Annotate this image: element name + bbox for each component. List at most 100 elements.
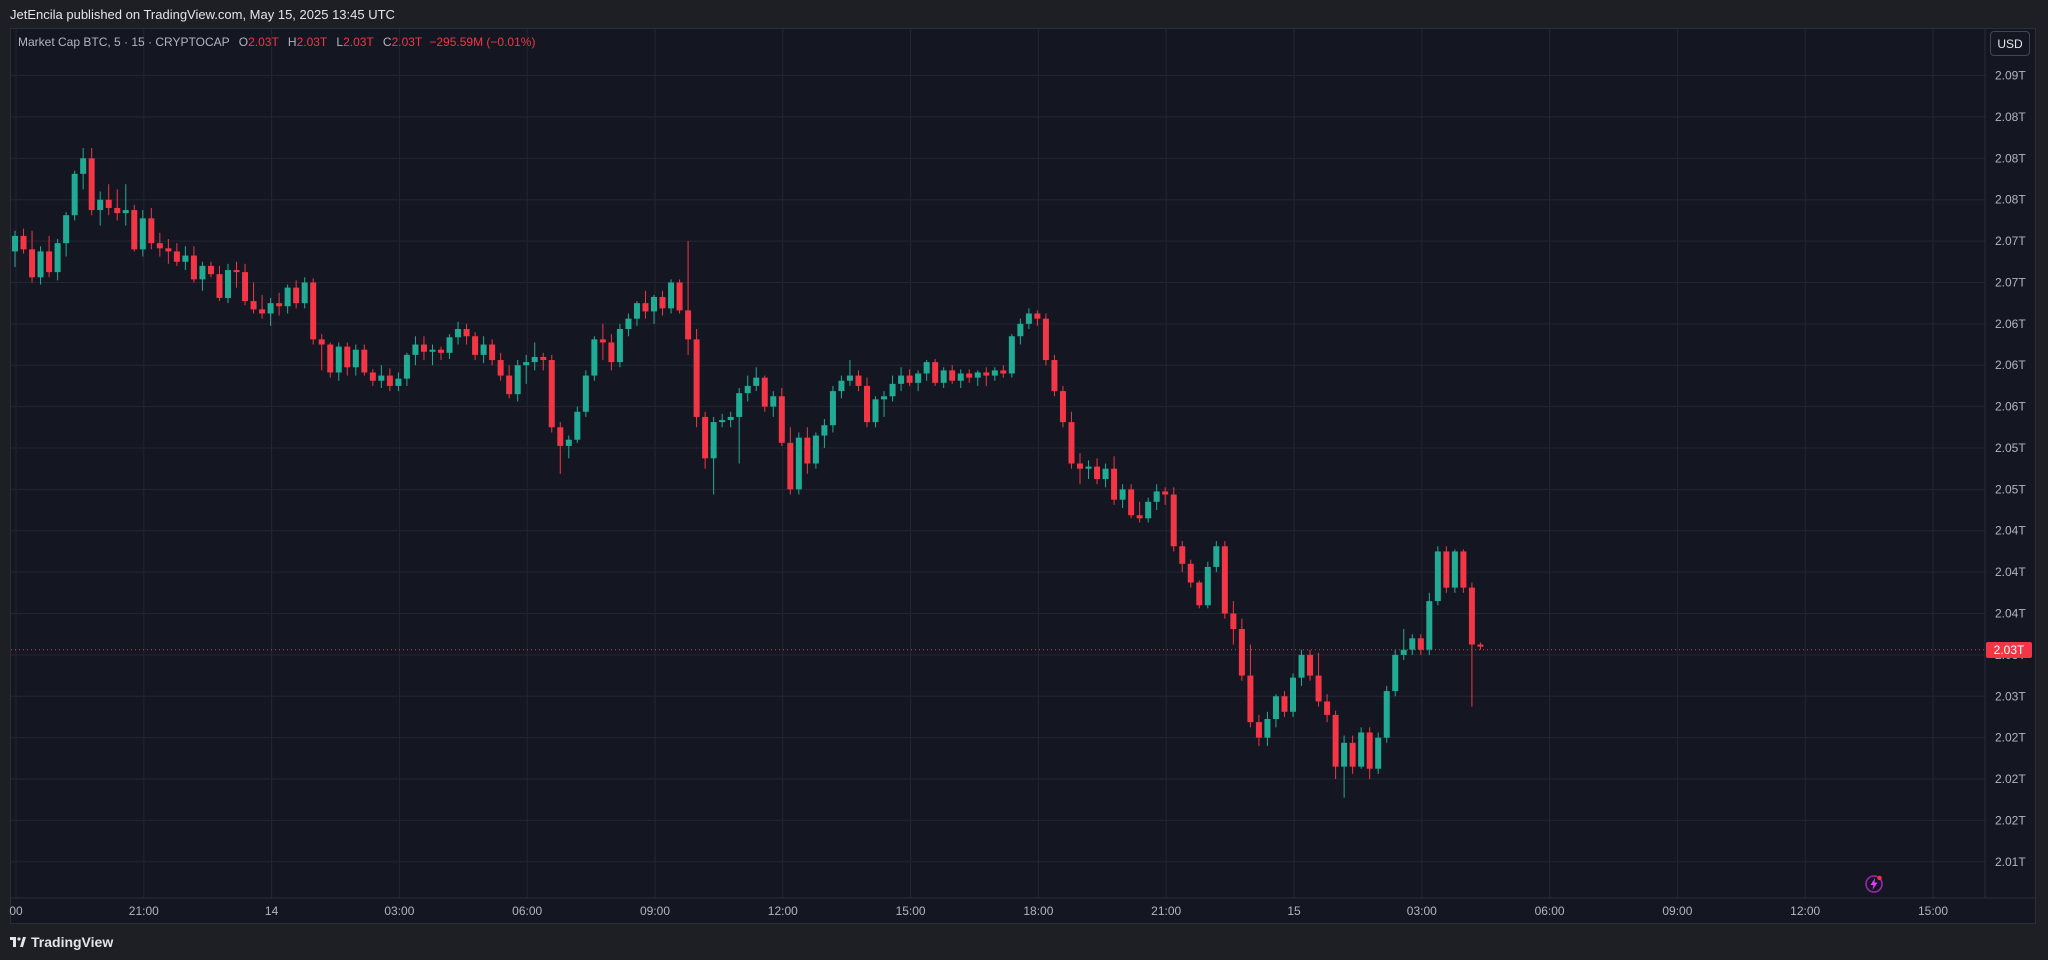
- candle: [1094, 458, 1101, 485]
- candle-body: [310, 282, 317, 340]
- candle: [429, 344, 436, 366]
- candle: [1008, 334, 1015, 378]
- candle-body: [122, 210, 129, 214]
- time-tick-label: 00: [9, 904, 23, 918]
- candle-body: [1238, 629, 1245, 676]
- candle-body: [489, 344, 496, 361]
- candle: [1238, 618, 1245, 681]
- candle-body: [1008, 336, 1015, 374]
- footer-bar: [0, 924, 2048, 960]
- candle-body: [523, 362, 530, 366]
- candle-body: [753, 377, 760, 386]
- candle: [1358, 727, 1365, 769]
- tradingview-logo[interactable]: TradingView: [10, 934, 113, 950]
- candle: [190, 246, 197, 283]
- candle: [1077, 453, 1083, 485]
- candle-body: [54, 243, 61, 273]
- candle: [165, 239, 172, 264]
- candle: [267, 297, 274, 326]
- time-tick-label: 12:00: [768, 904, 798, 918]
- candle: [369, 369, 376, 386]
- open-value: 2.03T: [248, 35, 279, 49]
- candle: [1349, 735, 1356, 774]
- price-tick-label: 2.08T: [1995, 110, 2026, 124]
- candle: [616, 323, 623, 368]
- candle-body: [71, 173, 78, 216]
- chart-legend: Market Cap BTC, 5 · 15 · CRYPTOCAP O2.03…: [18, 35, 535, 49]
- candle: [778, 387, 785, 446]
- candle-body: [429, 349, 436, 352]
- candle: [531, 342, 538, 371]
- candle-body: [131, 210, 138, 250]
- time-tick-label: 14: [265, 904, 279, 918]
- candle: [881, 391, 888, 417]
- candle: [497, 352, 504, 381]
- candle: [1307, 649, 1314, 681]
- published-info: JetEncila published on TradingView.com, …: [10, 7, 395, 22]
- candle-body: [1111, 468, 1118, 500]
- candle-body: [821, 425, 828, 436]
- candle: [1468, 582, 1475, 707]
- candle-body: [1434, 551, 1441, 602]
- candle: [1290, 673, 1296, 717]
- candle-body: [744, 385, 751, 394]
- candle-body: [472, 336, 479, 355]
- candle-body: [846, 375, 853, 381]
- price-tick-label: 2.07T: [1995, 275, 2026, 289]
- candle: [1204, 561, 1211, 609]
- candle: [1221, 541, 1228, 619]
- candle-body: [932, 362, 939, 383]
- candle: [352, 344, 359, 376]
- candle: [1230, 601, 1237, 645]
- candle: [1213, 541, 1220, 573]
- candle-body: [148, 218, 155, 244]
- candle-body: [599, 339, 606, 343]
- candle-body: [591, 339, 598, 376]
- chart-grid: [11, 29, 1985, 898]
- candle-body: [898, 375, 905, 384]
- candle: [1068, 411, 1075, 469]
- candle-body: [915, 373, 922, 383]
- candle: [787, 427, 794, 495]
- candle: [463, 323, 470, 345]
- candle-body: [1443, 551, 1450, 588]
- candle-body: [1307, 654, 1314, 676]
- candle: [1017, 318, 1024, 345]
- candle-body: [1383, 691, 1390, 738]
- lightning-icon[interactable]: [1864, 874, 1884, 894]
- candle-body: [1170, 494, 1177, 547]
- candle: [105, 184, 112, 216]
- chart-panel[interactable]: [10, 28, 2036, 924]
- candle: [591, 336, 598, 381]
- candle-body: [1290, 677, 1296, 712]
- candle: [131, 204, 138, 252]
- candle: [344, 342, 351, 376]
- candle: [1025, 308, 1032, 330]
- candle: [327, 342, 334, 378]
- candle: [949, 365, 956, 384]
- candle-body: [173, 251, 180, 262]
- candle: [1375, 732, 1382, 774]
- candle-body: [80, 158, 87, 174]
- candle: [1136, 501, 1143, 523]
- open-label: O: [238, 35, 249, 49]
- candle: [472, 332, 479, 361]
- candle-body: [1392, 654, 1399, 692]
- candle-body: [182, 255, 189, 262]
- candle: [97, 191, 104, 226]
- time-tick-label: 18:00: [1023, 904, 1053, 918]
- candle: [1119, 484, 1126, 508]
- candle-body: [463, 329, 470, 337]
- candle-body: [242, 272, 249, 302]
- candle-body: [1000, 370, 1007, 374]
- candle: [276, 292, 283, 316]
- candle: [727, 411, 734, 428]
- candle: [1000, 365, 1007, 378]
- candle: [1264, 711, 1271, 746]
- candle-body: [403, 354, 410, 379]
- candle-body: [548, 360, 555, 428]
- currency-button[interactable]: USD: [1990, 31, 2030, 56]
- candle-body: [63, 215, 70, 244]
- candle: [1059, 385, 1066, 428]
